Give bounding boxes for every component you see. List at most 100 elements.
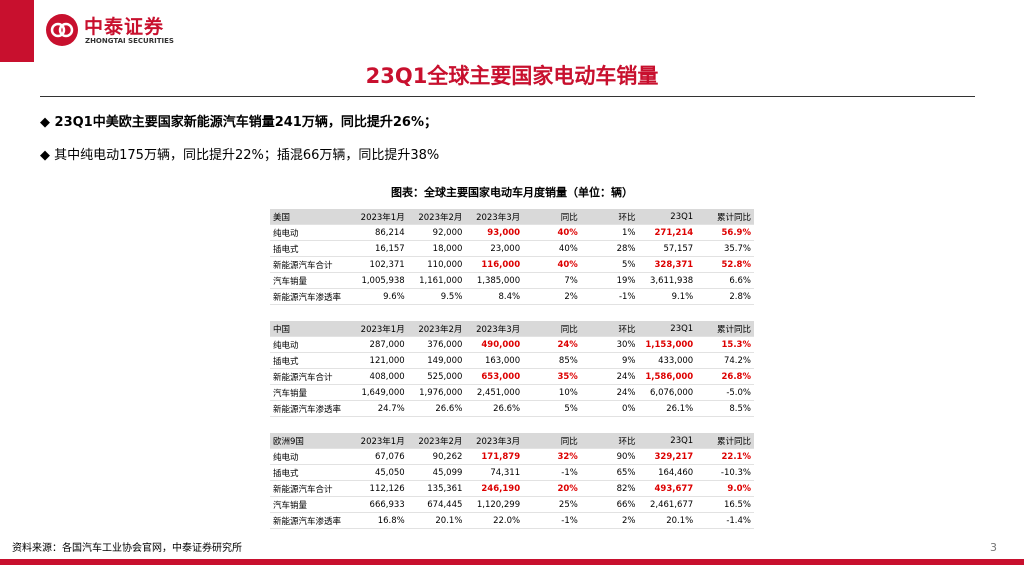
cell: 纯电动: [270, 448, 350, 465]
header-row: 中国 2023年1月 2023年2月 2023年3月 同比 环比 23Q1 累计同比: [270, 321, 754, 337]
cell: 2,451,000: [465, 384, 524, 401]
cell: 56.9%: [696, 224, 754, 241]
logo-text: 中泰证券: [84, 16, 165, 38]
cell: 74,311: [465, 464, 524, 481]
cell: 121,000: [350, 352, 408, 369]
cell: -1%: [580, 288, 639, 305]
cell: 2023年1月: [350, 209, 408, 225]
cell: 26.6%: [407, 400, 466, 417]
table-row: 新能源汽车合计 408,000 525,000 653,000 35% 24% 1,586,…: [270, 368, 754, 385]
cell: 1,005,938: [350, 272, 408, 289]
cell: 45,050: [350, 464, 408, 481]
cell: 30%: [580, 336, 639, 353]
cell: 35%: [523, 368, 581, 385]
cell: 433,000: [638, 352, 697, 369]
header-row: 美国 2023年1月 2023年2月 2023年3月 同比 环比 23Q1 累计同比: [270, 209, 754, 225]
cell: 65%: [580, 464, 639, 481]
cell: 82%: [580, 480, 639, 497]
header-row: 欧洲9国 2023年1月 2023年2月 2023年3月 同比 环比 23Q1 累计同比: [270, 433, 754, 449]
cell: 1,976,000: [407, 384, 466, 401]
cell: 525,000: [407, 368, 466, 385]
cell: 1,120,299: [465, 496, 524, 513]
cell: 0%: [580, 400, 639, 417]
cell: 329,217: [638, 448, 697, 465]
footer-bar: [0, 559, 1024, 565]
cell: 2023年2月: [407, 321, 466, 337]
cell: 美国: [270, 209, 350, 225]
table-row: 新能源汽车合计 102,371 110,000 116,000 40% 5% 328,371…: [270, 256, 754, 273]
table-row: 插电式 45,050 45,099 74,311 -1% 65% 164,460 -10.3%: [270, 464, 754, 481]
cell: 插电式: [270, 352, 350, 369]
cell: 23Q1: [638, 321, 697, 337]
cell: 57,157: [638, 240, 697, 257]
cell: 653,000: [465, 368, 524, 385]
cell: 新能源汽车渗透率: [270, 288, 350, 305]
cell: 376,000: [407, 336, 466, 353]
cell: 纯电动: [270, 224, 350, 241]
cell: -10.3%: [696, 464, 754, 481]
slide-title: 23Q1全球主要国家电动车销量: [365, 64, 659, 88]
cell: 累计同比: [696, 209, 754, 225]
cell: 同比: [523, 433, 581, 449]
cell: 287,000: [350, 336, 408, 353]
table-row: 纯电动 86,214 92,000 93,000 40% 1% 271,214 56.9%: [270, 224, 754, 241]
cell: 45,099: [407, 464, 466, 481]
cell: 20%: [523, 480, 581, 497]
cell: 环比: [580, 433, 639, 449]
cell: 中国: [270, 321, 350, 337]
cell: 90,262: [407, 448, 466, 465]
cell: 1,161,000: [407, 272, 466, 289]
cell: 插电式: [270, 464, 350, 481]
cell: 26.1%: [638, 400, 697, 417]
cell: 493,677: [638, 480, 697, 497]
cell: 135,361: [407, 480, 466, 497]
cell: 2023年1月: [350, 321, 408, 337]
cell: 9.1%: [638, 288, 697, 305]
cell: -1%: [523, 512, 581, 529]
cell: 累计同比: [696, 433, 754, 449]
bullet-text: 23Q1中美欧主要国家新能源汽车销量241万辆，同比提升26%；: [54, 115, 437, 130]
cell: 7%: [523, 272, 581, 289]
cell: 86,214: [350, 224, 408, 241]
table-row: 纯电动 287,000 376,000 490,000 24% 30% 1,153,000 1…: [270, 336, 754, 353]
cell: -5.0%: [696, 384, 754, 401]
table-row: 新能源汽车渗透率 16.8% 20.1% 22.0% -1% 2% 20.1% -1.4%: [270, 512, 754, 529]
cell: 666,933: [350, 496, 408, 513]
cell: 9.0%: [696, 480, 754, 497]
logo-icon: [46, 14, 78, 46]
cell: 2%: [580, 512, 639, 529]
cell: 246,190: [465, 480, 524, 497]
cell: 23Q1: [638, 433, 697, 449]
cell: 15.3%: [696, 336, 754, 353]
cell: 90%: [580, 448, 639, 465]
cell: 环比: [580, 321, 639, 337]
cell: 19%: [580, 272, 639, 289]
cell: 32%: [523, 448, 581, 465]
cell: 10%: [523, 384, 581, 401]
cell: 112,126: [350, 480, 408, 497]
cell: 20.1%: [638, 512, 697, 529]
cell: 16,157: [350, 240, 408, 257]
bullet-text: 其中纯电动175万辆，同比提升22%；插混66万辆，同比提升38%: [54, 148, 440, 163]
cell: 23,000: [465, 240, 524, 257]
cell: 52.8%: [696, 256, 754, 273]
cell: 2,461,677: [638, 496, 697, 513]
brand-bar: [0, 0, 34, 62]
table-row: 纯电动 67,076 90,262 171,879 32% 90% 329,217 22.1%: [270, 448, 754, 465]
cell: 24%: [523, 336, 581, 353]
cell: 674,445: [407, 496, 466, 513]
cell: 3,611,938: [638, 272, 697, 289]
cell: 欧洲9国: [270, 433, 350, 449]
cell: 164,460: [638, 464, 697, 481]
cell: 67,076: [350, 448, 408, 465]
cell: 9.6%: [350, 288, 408, 305]
cell: 28%: [580, 240, 639, 257]
table-row: 新能源汽车渗透率 9.6% 9.5% 8.4% 2% -1% 9.1% 2.8%: [270, 288, 754, 305]
table-row: 插电式 16,157 18,000 23,000 40% 28% 57,157 35.7%: [270, 240, 754, 257]
cell: 16.5%: [696, 496, 754, 513]
page-number: 3: [990, 541, 997, 554]
cell: 16.8%: [350, 512, 408, 529]
cell: 26.8%: [696, 368, 754, 385]
cell: 2023年3月: [465, 433, 524, 449]
